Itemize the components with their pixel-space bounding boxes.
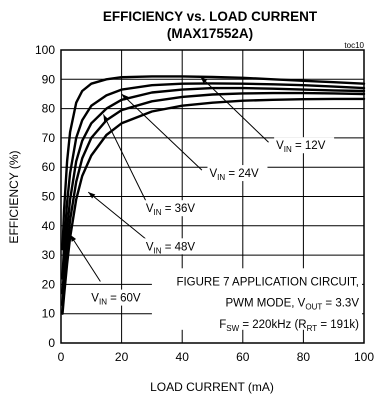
x-tick-label: 100	[354, 350, 374, 364]
series-arrowhead-4	[88, 192, 96, 199]
chart-title: EFFICIENCY vs. LOAD CURRENT	[103, 9, 318, 24]
y-tick-label: 10	[42, 307, 56, 321]
series-line-5	[61, 97, 366, 315]
series-label-4: VIN = 48V	[146, 241, 196, 255]
y-tick-label: 20	[42, 277, 56, 291]
series-line-3	[61, 86, 366, 295]
y-axis-label: EFFICIENCY (%)	[7, 150, 21, 243]
annotation-line-3: FSW = 220kHz (RRT = 191k)	[219, 319, 359, 333]
annotation-background	[151, 268, 362, 330]
chart-subtitle: (MAX17552A)	[167, 26, 253, 41]
series-leader-3	[102, 114, 147, 202]
x-axis-label: LOAD CURRENT (mA)	[150, 380, 274, 394]
tick-labels: 0 20 40 60 80 100 0 10 20 30 40 50 60 70 80 90 100	[35, 43, 374, 364]
x-tick-label: 40	[176, 350, 190, 364]
figure-tag: toc10	[344, 41, 364, 50]
series-label-bg-1	[274, 137, 335, 154]
plot-frame	[60, 49, 365, 344]
series-leader-1	[200, 76, 269, 143]
x-tick-label: 80	[297, 350, 311, 364]
series-arrowhead-2	[121, 93, 129, 101]
series-leader-2	[121, 93, 203, 171]
series-label-3: VIN = 36V	[146, 203, 196, 217]
series-leader-5	[69, 234, 101, 282]
series-arrowhead-5	[70, 234, 77, 242]
x-tick-label: 60	[236, 350, 250, 364]
series-arrowhead-1	[200, 76, 208, 84]
series-label-bg-2	[207, 165, 268, 182]
annotation: FIGURE 7 APPLICATION CIRCUIT, PWM MODE, V…	[176, 276, 359, 332]
y-tick-label: 90	[42, 72, 56, 86]
x-tick-label: 20	[115, 350, 129, 364]
y-tick-label: 0	[48, 336, 55, 350]
y-tick-label: 30	[42, 248, 56, 262]
series-label-bg-5	[89, 289, 150, 306]
annotation-line-2: PWM MODE, VOUT = 3.3V	[225, 298, 359, 312]
series-line-4	[61, 91, 366, 307]
series-labels: VIN = 12V VIN = 24V VIN = 36V VIN = 48V VIN …	[69, 76, 335, 307]
y-tick-label: 70	[42, 131, 56, 145]
y-tick-label: 80	[42, 102, 56, 116]
annotation-line-1: FIGURE 7 APPLICATION CIRCUIT,	[176, 276, 359, 288]
series-line-2	[61, 82, 366, 280]
series-line-1	[61, 75, 366, 251]
series-label-2: VIN = 24V	[209, 168, 259, 182]
y-tick-label: 40	[42, 219, 56, 233]
series-label-5: VIN = 60V	[91, 293, 141, 307]
y-tick-label: 100	[35, 43, 55, 57]
series-label-1: VIN = 12V	[276, 140, 326, 154]
series-arrowhead-3	[103, 114, 109, 122]
y-tick-label: 60	[42, 160, 56, 174]
series-label-bg-4	[143, 238, 204, 255]
x-tick-label: 0	[58, 350, 65, 364]
series-label-bg-3	[143, 200, 204, 217]
annotation-box	[151, 268, 362, 330]
series-leader-4	[87, 191, 147, 240]
series-group	[61, 75, 366, 315]
y-tick-label: 50	[42, 190, 56, 204]
